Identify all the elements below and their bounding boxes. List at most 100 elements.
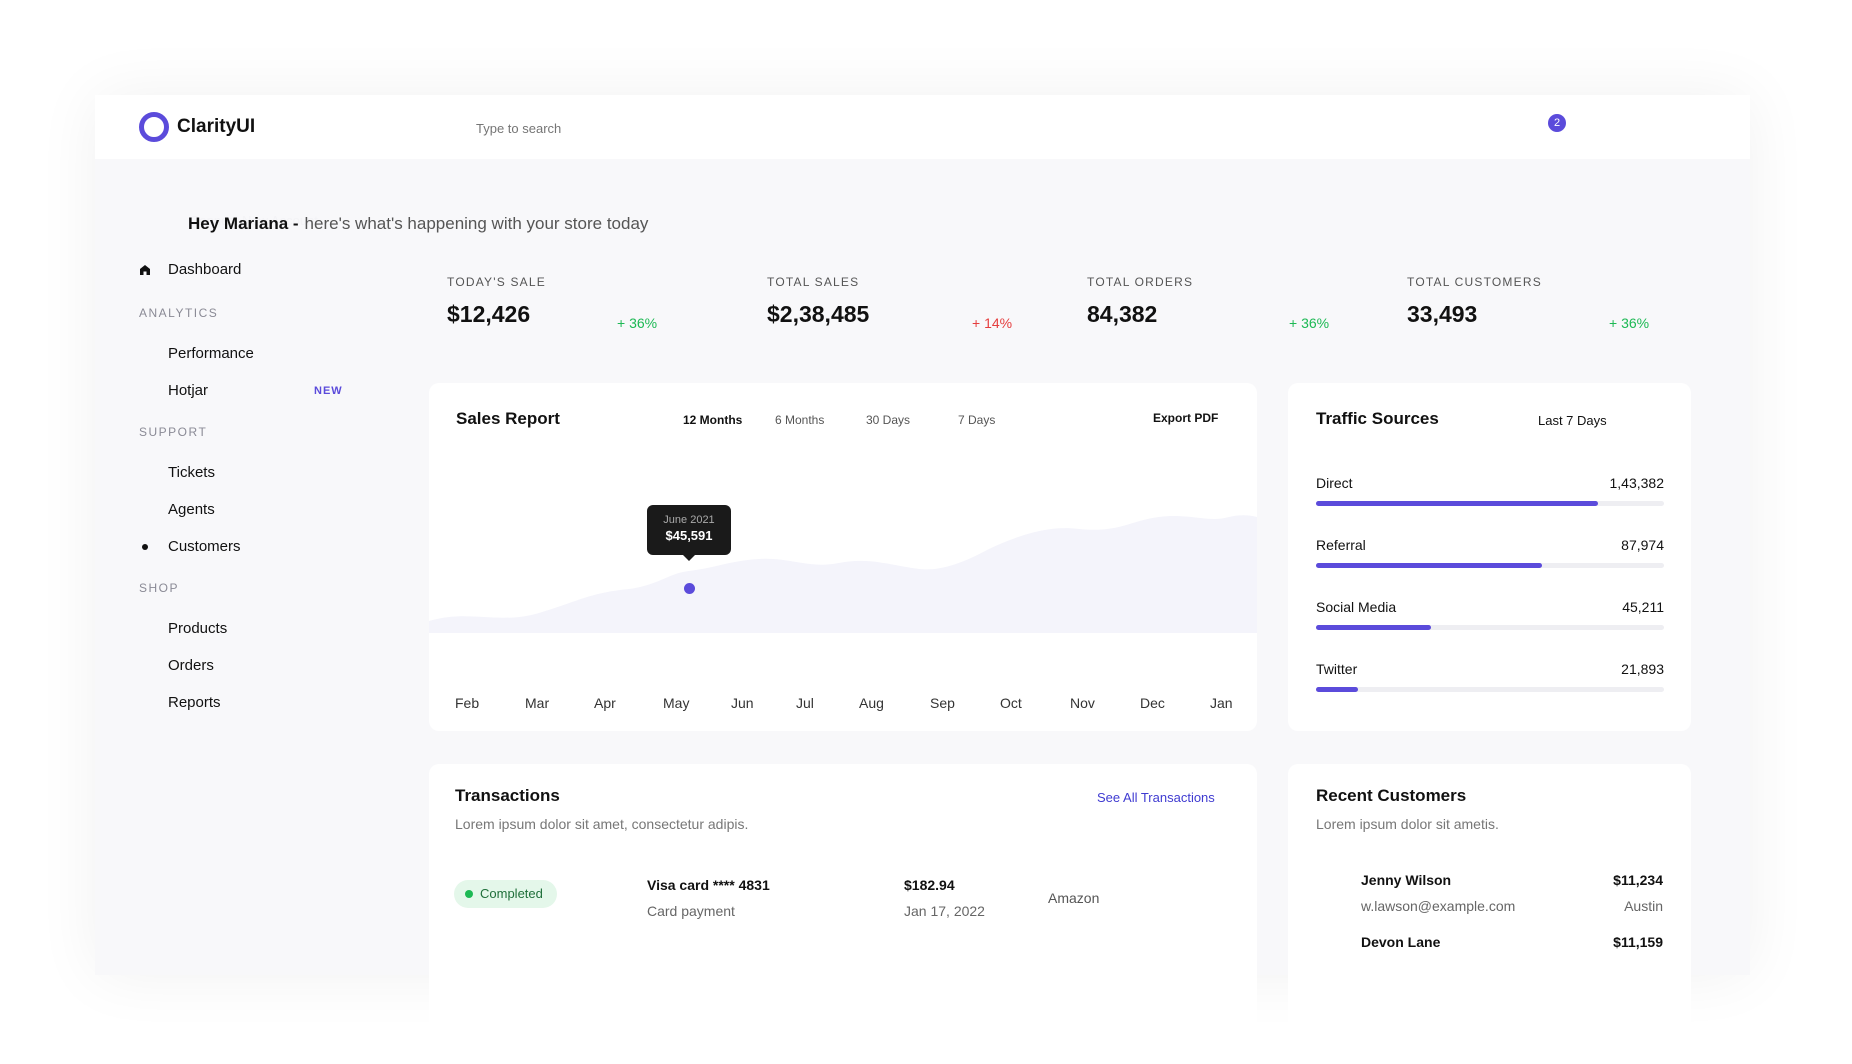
sidebar-item-hotjar[interactable]: Hotjar (168, 382, 209, 399)
traffic-range-select[interactable]: Last 7 Days (1538, 413, 1607, 428)
traffic-source-row: Referral 87,974 (1316, 537, 1664, 568)
range-tab-7-days[interactable]: 7 Days (958, 413, 996, 427)
customer-name: Jenny Wilson (1361, 872, 1452, 888)
x-tick-label: Oct (1000, 695, 1022, 711)
x-tick-label: Jul (796, 695, 814, 711)
sidebar-item-dashboard[interactable]: Dashboard (168, 261, 242, 278)
greeting: Hey Mariana - here's what's happening wit… (188, 214, 648, 234)
x-tick-label: Apr (594, 695, 616, 711)
customer-name: Devon Lane (1361, 934, 1441, 950)
x-tick-label: Sep (930, 695, 955, 711)
connect-account-button[interactable]: Connect New Account (190, 213, 318, 228)
tooltip-date: June 2021 (663, 514, 715, 526)
active-dot-icon (142, 544, 148, 550)
sales-area (429, 515, 1257, 633)
source-bar-fill (1316, 501, 1598, 506)
transactions-title: Transactions (455, 786, 560, 805)
transaction-merchant: Amazon (1048, 890, 1100, 906)
stat-label: TOTAL SALES (767, 275, 860, 289)
logo[interactable]: ClarityUI (139, 111, 255, 143)
customer-amount: $11,234 (1613, 872, 1663, 888)
x-tick-label: Feb (455, 695, 480, 711)
customer-email: w.lawson@example.com (1361, 898, 1516, 914)
see-all-transactions-link[interactable]: See All Transactions (1097, 790, 1215, 805)
greeting-name: Hey Mariana - (188, 214, 299, 233)
source-value: 87,974 (1621, 537, 1664, 553)
sidebar-item-reports[interactable]: Reports (168, 694, 221, 711)
stat-total-customers: TOTAL CUSTOMERS 33,493 + 36% (1407, 275, 1707, 331)
transactions-subtitle: Lorem ipsum dolor sit amet, consectetur … (455, 816, 749, 832)
recent-customers-title: Recent Customers (1316, 786, 1467, 805)
source-bar-fill (1316, 563, 1543, 568)
source-bar-track (1316, 625, 1664, 630)
x-tick-label: May (663, 695, 690, 711)
traffic-source-row: Social Media 45,211 (1316, 599, 1664, 630)
source-value: 21,893 (1621, 661, 1664, 677)
source-name: Social Media (1316, 599, 1397, 615)
sidebar-item-orders[interactable]: Orders (168, 657, 214, 674)
sales-report-card: Sales Report 12 Months 6 Months 30 Days … (429, 383, 1257, 731)
sidebar-item-tickets[interactable]: Tickets (168, 464, 215, 481)
stat-label: TODAY'S SALE (447, 275, 546, 289)
export-pdf-button[interactable]: Export PDF (1153, 411, 1219, 425)
app-window: ClarityUI 2 Connect New Account Dashboar… (95, 95, 1750, 1064)
range-tab-30-days[interactable]: 30 Days (866, 413, 911, 427)
status-badge: Completed (454, 880, 557, 908)
stat-change: + 14% (972, 315, 1013, 331)
sidebar: Connect New Account Dashboard ANALYTICS … (95, 159, 425, 975)
stat-change: + 36% (1289, 315, 1330, 331)
search-input[interactable] (476, 117, 1036, 139)
sales-report-title: Sales Report (456, 409, 560, 428)
traffic-source-row: Direct 1,43,382 (1316, 475, 1664, 506)
logo-ring-icon (139, 112, 169, 142)
stat-value: 84,382 (1087, 301, 1158, 327)
app-name: ClarityUI (177, 116, 256, 137)
section-label-shop: SHOP (139, 581, 180, 595)
payment-method: Visa card **** 4831 (647, 877, 770, 893)
source-bar-track (1316, 563, 1664, 568)
stat-value: 33,493 (1407, 301, 1478, 327)
stat-change: + 36% (617, 315, 658, 331)
notification-count-badge: 2 (1548, 114, 1566, 132)
customer-city: Austin (1624, 898, 1663, 914)
sidebar-item-customers[interactable]: Customers (168, 538, 241, 555)
chart-point[interactable] (684, 583, 695, 594)
range-tab-12-months[interactable]: 12 Months (683, 413, 743, 427)
source-bar-track (1316, 687, 1664, 692)
stat-total-orders: TOTAL ORDERS 84,382 + 36% (1087, 275, 1387, 331)
section-label-support: SUPPORT (139, 425, 208, 439)
greeting-message: here's what's happening with your store … (304, 214, 649, 233)
section-label-analytics: ANALYTICS (139, 306, 219, 320)
transaction-date: Jan 17, 2022 (904, 903, 985, 919)
sidebar-item-performance[interactable]: Performance (168, 345, 254, 362)
source-name: Direct (1316, 475, 1353, 491)
source-bar-fill (1316, 625, 1431, 630)
transactions-card: Transactions Lorem ipsum dolor sit amet,… (429, 764, 1257, 1064)
stat-total-sales: TOTAL SALES $2,38,485 + 14% (767, 275, 1067, 331)
sidebar-item-products[interactable]: Products (168, 620, 228, 637)
source-name: Referral (1316, 537, 1366, 553)
customer-amount: $11,159 (1613, 934, 1663, 950)
x-tick-label: Mar (525, 695, 550, 711)
x-tick-label: Aug (859, 695, 884, 711)
top-bar: ClarityUI 2 (95, 95, 1750, 159)
stat-value: $2,38,485 (767, 301, 870, 327)
traffic-sources-title: Traffic Sources (1316, 409, 1439, 428)
sidebar-item-agents[interactable]: Agents (168, 501, 215, 518)
stat-label: TOTAL CUSTOMERS (1407, 275, 1542, 289)
payment-type: Card payment (647, 903, 735, 919)
x-tick-label: Jan (1210, 695, 1233, 711)
x-tick-label: Jun (731, 695, 754, 711)
recent-customers-card: Recent Customers Lorem ipsum dolor sit a… (1288, 764, 1691, 1064)
x-tick-label: Dec (1140, 695, 1165, 711)
stat-today-sale: TODAY'S SALE $12,426 + 36% (447, 275, 747, 331)
transaction-amount: $182.94 (904, 877, 955, 893)
source-value: 45,211 (1622, 599, 1664, 615)
source-bar-fill (1316, 687, 1358, 692)
tooltip-value: $45,591 (665, 528, 713, 543)
stat-value: $12,426 (447, 301, 531, 327)
stat-label: TOTAL ORDERS (1087, 275, 1194, 289)
new-badge: NEW (314, 385, 343, 397)
recent-customers-subtitle: Lorem ipsum dolor sit ametis. (1316, 816, 1499, 832)
range-tab-6-months[interactable]: 6 Months (775, 413, 825, 427)
